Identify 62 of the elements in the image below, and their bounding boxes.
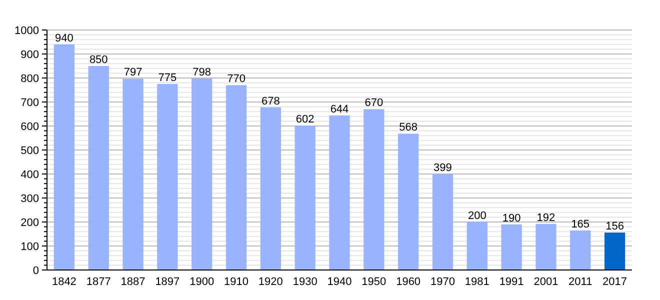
data-label: 798 — [192, 66, 212, 78]
data-label: 399 — [434, 162, 452, 174]
y-tick-label: 900 — [20, 49, 39, 61]
y-tick-label: 400 — [20, 169, 39, 181]
x-tick-label: 1842 — [52, 276, 76, 288]
data-label: 200 — [468, 210, 486, 222]
bar — [294, 126, 316, 270]
data-label: 678 — [261, 95, 280, 108]
data-label: 770 — [227, 73, 246, 86]
bar — [432, 174, 454, 270]
bar — [570, 230, 591, 270]
y-tick-label: 0 — [32, 265, 39, 277]
bar — [536, 224, 556, 270]
bar — [604, 232, 626, 270]
x-tick-label: 1991 — [499, 276, 524, 288]
bar — [260, 107, 281, 270]
bar — [398, 134, 419, 270]
data-label: 670 — [364, 97, 384, 110]
data-label: 156 — [606, 220, 624, 233]
x-tick-label: 2011 — [568, 276, 592, 288]
x-tick-label: 1940 — [327, 276, 352, 288]
data-label: 940 — [55, 32, 74, 44]
data-label: 797 — [124, 66, 142, 79]
x-tick-label: 1900 — [190, 276, 214, 288]
y-tick-label: 500 — [20, 145, 39, 157]
x-tick-label: 1981 — [464, 276, 490, 288]
y-tick-label: 100 — [20, 241, 39, 253]
bar — [122, 78, 144, 270]
x-tick-label: 1950 — [362, 276, 386, 288]
y-tick-label: 700 — [20, 97, 39, 109]
bar — [364, 109, 384, 270]
x-tick-label: 1960 — [396, 276, 421, 288]
y-tick-label: 800 — [20, 73, 39, 85]
x-tick-label: 1877 — [86, 276, 111, 288]
bar — [157, 84, 178, 270]
data-label: 644 — [330, 103, 349, 116]
x-tick-label: 1887 — [120, 276, 146, 288]
data-label: 775 — [158, 72, 177, 84]
bar — [466, 222, 488, 270]
data-label: 568 — [399, 122, 418, 134]
bar — [501, 224, 522, 270]
data-label: 165 — [571, 218, 590, 230]
y-tick-label: 300 — [20, 193, 39, 205]
data-label: 190 — [502, 212, 521, 224]
bar — [88, 66, 109, 270]
bar — [192, 78, 212, 270]
x-tick-label: 1910 — [224, 276, 249, 288]
data-label: 192 — [536, 212, 556, 224]
data-label: 602 — [296, 114, 314, 126]
x-tick-label: 1970 — [430, 276, 455, 288]
y-tick-label: 200 — [20, 217, 39, 229]
x-tick-label: 2017 — [602, 276, 628, 288]
bar — [226, 85, 247, 270]
y-tick-label: 1000 — [14, 25, 39, 37]
x-tick-label: 2001 — [534, 276, 558, 288]
data-label: 850 — [89, 54, 108, 66]
x-tick-label: 1897 — [155, 276, 180, 288]
bar — [329, 115, 350, 270]
x-tick-label: 1930 — [292, 276, 318, 288]
y-tick-label: 600 — [20, 121, 39, 133]
bar — [54, 44, 75, 270]
x-tick-label: 1920 — [258, 276, 283, 288]
